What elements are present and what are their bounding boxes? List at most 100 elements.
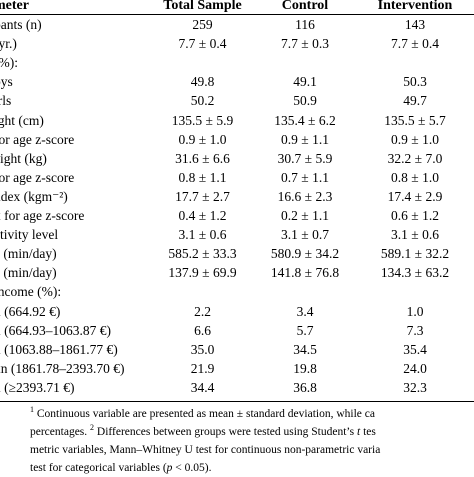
cell-control: 7.7 ± 0.3 bbox=[281, 36, 329, 52]
table-row: n (664.93–1063.87 €) 6.6 5.7 7.3 bbox=[0, 321, 474, 340]
cell-intervention: 7.3 bbox=[406, 322, 424, 338]
table-row: e (min/day) 585.2 ± 33.3 580.9 ± 34.2 589.1… bbox=[0, 244, 474, 263]
cell-intervention: 35.4 bbox=[403, 341, 427, 357]
footnote-line-3: metric variables, Mann–Whitney U test fo… bbox=[30, 444, 381, 456]
row-label: xn (1861.78–2393.70 €) bbox=[0, 360, 125, 376]
cell-total: 7.7 ± 0.4 bbox=[178, 36, 227, 52]
cell-total: 6.6 bbox=[194, 322, 211, 338]
cell-total: 0.8 ± 1.1 bbox=[178, 169, 227, 185]
cell-intervention: 32.2 ± 7.0 bbox=[387, 150, 443, 166]
table-row: ctivity level 3.1 ± 0.6 3.1 ± 0.7 3.1 ± 0.6 bbox=[0, 225, 474, 244]
cell-control: 135.4 ± 6.2 bbox=[274, 112, 336, 128]
table-row: income (%): bbox=[0, 282, 474, 301]
cell-total: 34.4 bbox=[190, 379, 215, 395]
cell-control: 50.9 bbox=[293, 93, 317, 109]
row-label: e (min/day) bbox=[0, 265, 57, 281]
cell-control: 0.2 ± 1.1 bbox=[281, 208, 329, 223]
cell-control: 5.7 bbox=[296, 322, 314, 338]
cell-control: 3.1 ± 0.7 bbox=[281, 227, 329, 243]
cell-intervention: 3.1 ± 0.6 bbox=[391, 227, 439, 243]
cell-total: 31.6 ± 6.6 bbox=[175, 150, 230, 166]
row-label: (%): bbox=[0, 55, 18, 71]
footnote-line-1: 1 Continuous variable are presented as m… bbox=[30, 405, 375, 420]
table-row: ndex (kgm⁻²) 17.7 ± 2.7 16.6 ± 2.3 17.4 ± 2… bbox=[0, 187, 474, 206]
cell-control: 3.4 bbox=[296, 303, 314, 319]
row-label: n (1063.88–1861.77 €) bbox=[0, 341, 118, 357]
table-row: eight (kg) 31.6 ± 6.6 30.7 ± 5.9 32.2 ± 7.0 bbox=[0, 149, 474, 168]
cell-intervention: 143 bbox=[404, 17, 426, 32]
cell-intervention: 589.1 ± 32.2 bbox=[380, 246, 450, 262]
cell-intervention: 32.3 bbox=[403, 379, 427, 395]
cell-control: 30.7 ± 5.9 bbox=[277, 150, 333, 166]
cell-total: 49.8 bbox=[190, 74, 215, 90]
cell-control: 141.8 ± 76.8 bbox=[270, 265, 340, 281]
table-header: meter Total Sample Control Intervention bbox=[0, 0, 474, 15]
row-label: (yr.) bbox=[0, 36, 17, 52]
cell-intervention: 0.6 ± 1.2 bbox=[391, 208, 439, 223]
row-label: ight (cm) bbox=[0, 112, 44, 128]
row-label: eight (kg) bbox=[0, 150, 47, 166]
cell-intervention: 49.7 bbox=[403, 93, 427, 109]
cell-total: 0.4 ± 1.2 bbox=[178, 208, 227, 223]
table-row: for age z-score 0.8 ± 1.1 0.7 ± 1.1 0.8 ± 1… bbox=[0, 168, 474, 187]
cell-control: 0.9 ± 1.1 bbox=[281, 131, 329, 147]
cell-control: 49.1 bbox=[293, 74, 317, 90]
cell-intervention: 7.7 ± 0.4 bbox=[391, 36, 439, 52]
cell-total: 0.9 ± 1.0 bbox=[178, 131, 227, 147]
cell-control: 34.5 bbox=[293, 341, 317, 357]
row-label: for age z-score bbox=[0, 131, 75, 147]
table-row: xn (1861.78–2393.70 €) 21.9 19.8 24.0 bbox=[0, 359, 474, 378]
cell-intervention: 24.0 bbox=[403, 360, 427, 376]
cell-intervention: 50.3 bbox=[403, 74, 427, 90]
table-row: pants (n) 259 116 143 bbox=[0, 15, 474, 34]
table-row: ight (cm) 135.5 ± 5.9 135.4 ± 6.2 135.5 ± 5… bbox=[0, 111, 474, 130]
cell-intervention: 1.0 bbox=[406, 303, 424, 319]
cell-intervention: 0.8 ± 1.0 bbox=[391, 169, 439, 185]
table-row: e (min/day) 137.9 ± 69.9 141.8 ± 76.8 134.3… bbox=[0, 263, 474, 282]
table-row: (%): bbox=[0, 53, 474, 72]
row-label: n (664.92 €) bbox=[0, 303, 61, 319]
table-row: n (1063.88–1861.77 €) 35.0 34.5 35.4 bbox=[0, 340, 474, 359]
row-label: income (%): bbox=[0, 284, 62, 300]
table-row: n (664.92 €) 2.2 3.4 1.0 bbox=[0, 302, 474, 321]
table-row: (yr.) 7.7 ± 0.4 7.7 ± 0.3 7.7 ± 0.4 bbox=[0, 34, 474, 53]
row-label: irls bbox=[0, 93, 12, 109]
header-total-sample: Total Sample bbox=[163, 0, 242, 13]
row-label: x for age z-score bbox=[0, 208, 85, 223]
table-row: oys 49.8 49.1 50.3 bbox=[0, 72, 474, 91]
row-label: n (≥2393.71 €) bbox=[0, 379, 75, 395]
cell-control: 0.7 ± 1.1 bbox=[281, 169, 329, 185]
header-parameter: meter bbox=[0, 0, 29, 13]
cell-total: 21.9 bbox=[190, 360, 215, 376]
row-label: oys bbox=[0, 74, 13, 90]
row-label: n (664.93–1063.87 €) bbox=[0, 322, 111, 338]
cell-intervention: 134.3 ± 63.2 bbox=[380, 265, 450, 281]
cell-control: 580.9 ± 34.2 bbox=[270, 246, 340, 262]
cell-total: 585.2 ± 33.3 bbox=[168, 246, 237, 262]
bottom-rule bbox=[0, 401, 474, 402]
table-row: for age z-score 0.9 ± 1.0 0.9 ± 1.1 0.9 ± 1… bbox=[0, 130, 474, 149]
cell-control: 16.6 ± 2.3 bbox=[277, 188, 333, 204]
header-intervention: Intervention bbox=[377, 0, 453, 13]
table-row: x for age z-score 0.4 ± 1.2 0.2 ± 1.1 0.6 ±… bbox=[0, 206, 474, 225]
cell-intervention: 17.4 ± 2.9 bbox=[387, 188, 443, 204]
row-label: pants (n) bbox=[0, 17, 42, 32]
cell-control: 116 bbox=[295, 17, 315, 32]
cell-intervention: 0.9 ± 1.0 bbox=[391, 131, 439, 147]
row-label: e (min/day) bbox=[0, 246, 57, 262]
cell-total: 35.0 bbox=[190, 341, 215, 357]
table-row: n (≥2393.71 €) 34.4 36.8 32.3 bbox=[0, 378, 474, 397]
cell-total: 137.9 ± 69.9 bbox=[168, 265, 237, 281]
cell-total: 2.2 bbox=[194, 303, 211, 319]
table-row: irls 50.2 50.9 49.7 bbox=[0, 91, 474, 110]
footnote-line-4: test for categorical variables (p < 0.05… bbox=[30, 462, 212, 474]
cell-intervention: 135.5 ± 5.7 bbox=[384, 112, 446, 128]
cell-total: 17.7 ± 2.7 bbox=[175, 188, 230, 204]
header-control: Control bbox=[281, 0, 329, 13]
row-label: for age z-score bbox=[0, 169, 75, 185]
cell-control: 36.8 bbox=[293, 379, 317, 395]
cell-total: 50.2 bbox=[190, 93, 215, 109]
row-label: ctivity level bbox=[0, 227, 59, 243]
header-rule bbox=[0, 14, 474, 15]
cell-total: 259 bbox=[192, 17, 213, 32]
